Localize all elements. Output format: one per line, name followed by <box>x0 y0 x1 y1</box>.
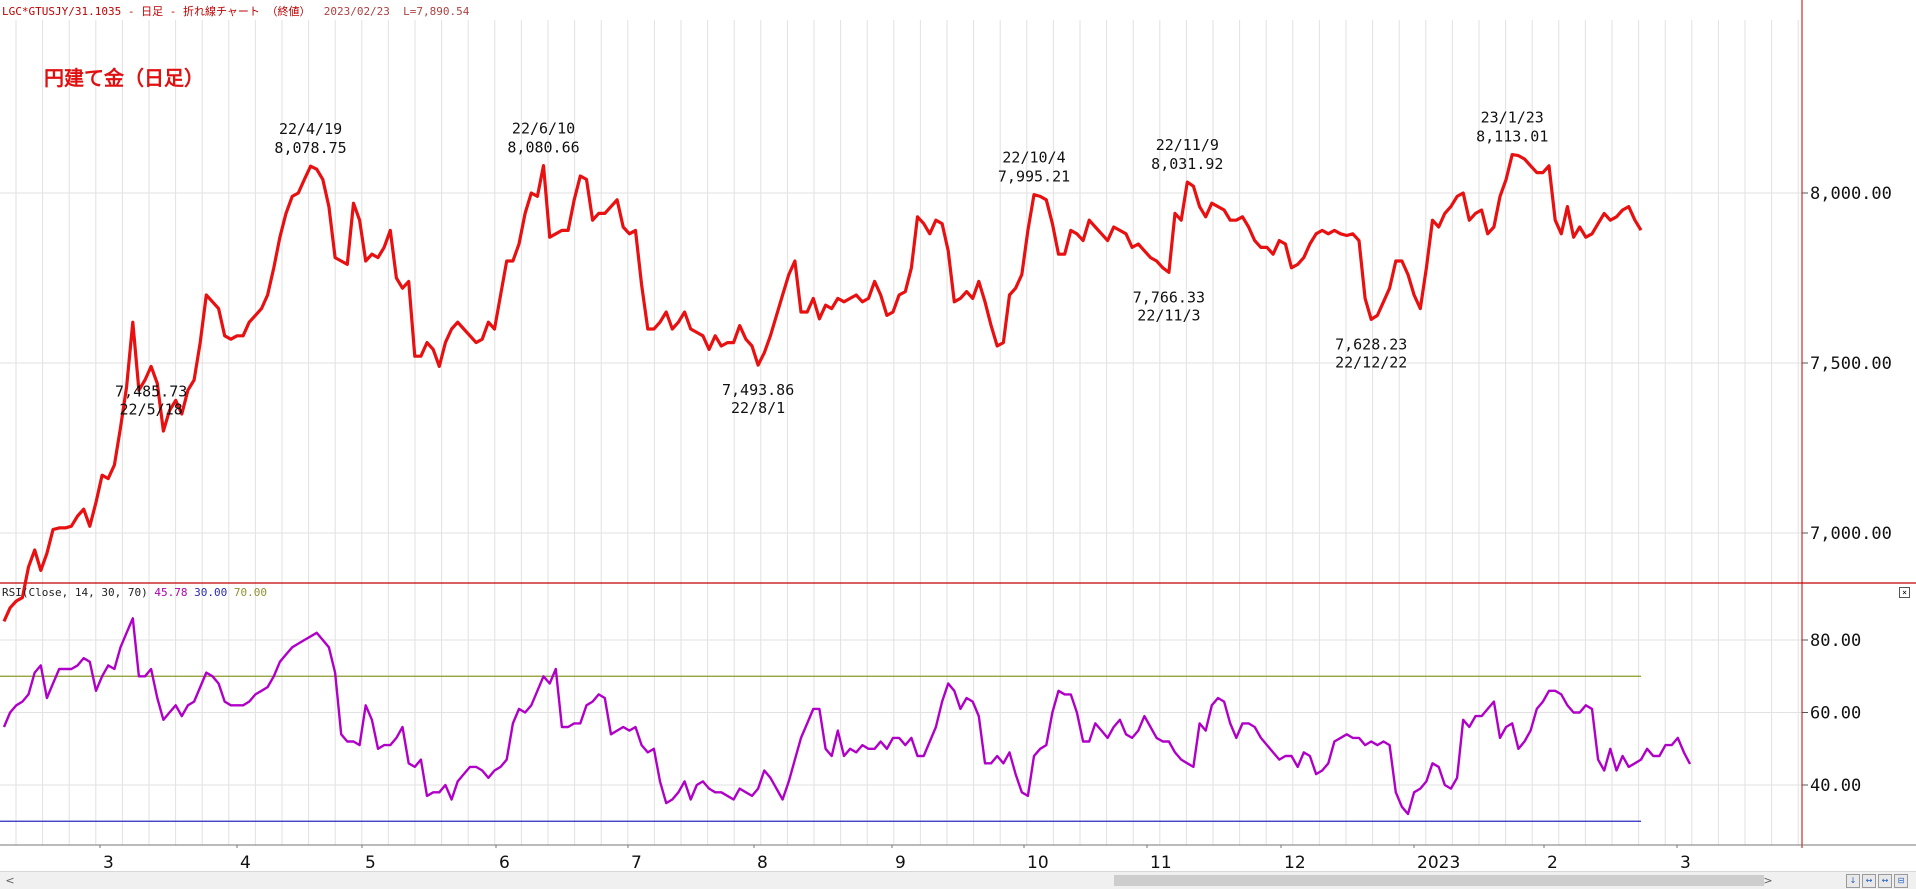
annotation-date: 22/11/9 <box>1156 136 1219 154</box>
scroll-button-4[interactable]: ⊟ <box>1894 874 1908 888</box>
annotation-value: 7,493.86 <box>722 381 794 399</box>
annotation-value: 7,485.73 <box>115 382 187 400</box>
annotation-value: 8,113.01 <box>1476 128 1548 146</box>
rsi-legend: RSI(Close, 14, 30, 70) 45.78 30.00 70.00 <box>2 586 267 599</box>
rsi-tick-label: 80.00 <box>1810 631 1861 651</box>
x-tick-label: 3 <box>1680 853 1691 873</box>
annotation-value: 8,031.92 <box>1151 155 1223 173</box>
rsi-close-button[interactable]: × <box>1899 587 1910 598</box>
annotation-value: 7,995.21 <box>998 168 1070 186</box>
rsi-tick-label: 40.00 <box>1810 776 1861 796</box>
annotation-date: 22/10/4 <box>1002 149 1065 167</box>
annotation-value: 8,078.75 <box>274 139 346 157</box>
x-tick-label: 12 <box>1284 853 1306 873</box>
scroll-button-1[interactable]: ↓ <box>1846 874 1860 888</box>
annotation-date: 22/5/18 <box>120 400 183 418</box>
x-tick-label: 8 <box>757 853 768 873</box>
chart-header: LGC*GTUSJY/31.1035 - 日足 - 折れ線チャート （終値） 2… <box>2 3 469 19</box>
rsi-tick-label: 60.00 <box>1810 704 1861 724</box>
symbol-info: LGC*GTUSJY/31.1035 - 日足 - 折れ線チャート （終値） <box>2 5 311 18</box>
grid-lines <box>0 20 1802 845</box>
scroll-thumb[interactable] <box>1114 875 1764 886</box>
x-tick-label: 6 <box>499 853 510 873</box>
annotation-value: 7,766.33 <box>1133 288 1205 306</box>
rsi-legend-value: 45.78 <box>154 586 188 599</box>
scroll-button-2[interactable]: ↔ <box>1862 874 1876 888</box>
x-tick-label: 3 <box>103 853 114 873</box>
price-tick-label: 8,000.00 <box>1810 184 1892 204</box>
chart-title: 円建て金（日足） <box>44 66 204 90</box>
horizontal-scrollbar[interactable]: < > ↓ ↔ ↔ ⊟ <box>0 871 1916 889</box>
annotation-date: 22/11/3 <box>1137 306 1200 324</box>
annotation-date: 22/12/22 <box>1335 353 1407 371</box>
x-tick-label: 2 <box>1547 853 1558 873</box>
rsi-series-line <box>2 617 1692 816</box>
price-series-line <box>2 153 1643 623</box>
annotation-date: 23/1/23 <box>1481 109 1544 127</box>
x-tick-label: 11 <box>1150 853 1172 873</box>
price-tick-label: 7,000.00 <box>1810 524 1892 544</box>
x-tick-label: 7 <box>631 853 642 873</box>
rsi-legend-label: RSI(Close, 14, 30, 70) <box>2 586 148 599</box>
annotation-value: 8,080.66 <box>507 139 579 157</box>
x-tick-label: 2023 <box>1417 853 1460 873</box>
scroll-right-arrow[interactable]: > <box>1763 874 1773 887</box>
annotation-date: 22/8/1 <box>731 399 785 417</box>
rsi-legend-upper: 70.00 <box>233 586 267 599</box>
x-tick-label: 10 <box>1027 853 1049 873</box>
x-tick-label: 9 <box>895 853 906 873</box>
scroll-button-3[interactable]: ↔ <box>1878 874 1892 888</box>
annotation-date: 22/4/19 <box>279 120 342 138</box>
rsi-legend-lower: 30.00 <box>194 586 228 599</box>
x-tick-label: 5 <box>365 853 376 873</box>
date-value: 2023/02/23 L=7,890.54 <box>323 5 470 18</box>
annotation-date: 22/6/10 <box>512 120 575 138</box>
annotation-value: 7,628.23 <box>1335 335 1407 353</box>
x-tick-label: 4 <box>240 853 251 873</box>
price-tick-label: 7,500.00 <box>1810 354 1892 374</box>
scroll-left-arrow[interactable]: < <box>5 874 15 887</box>
